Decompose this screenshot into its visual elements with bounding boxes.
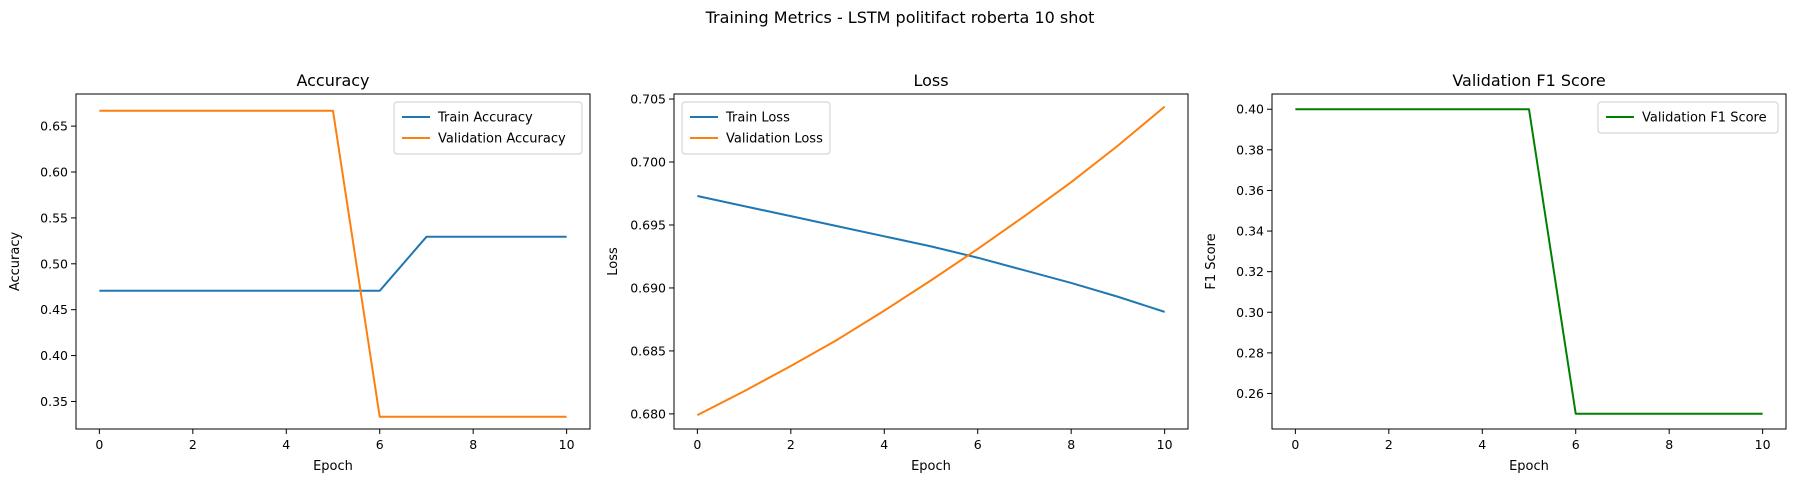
subplot-1: Accuracy 0 2 4 6 8 10 0.35 0.40 0.45 0.50 0.55 0.60 0… (8, 71, 591, 474)
y-axis-label: F1 Score (1204, 233, 1219, 289)
x-tick-label: 8 (1067, 437, 1075, 452)
axes-frame (75, 93, 591, 430)
legend-entry: Validation Accuracy (438, 132, 566, 147)
y-tick-label: 0.65 (40, 119, 68, 134)
series-line-2 (99, 109, 567, 418)
x-tick-label: 8 (1665, 437, 1673, 452)
subplot-title: Loss (913, 71, 948, 90)
legend-box (393, 101, 583, 155)
x-tick-label: 6 (974, 437, 982, 452)
legend: Train Loss Validation Loss (681, 101, 831, 155)
legend-box (681, 101, 831, 155)
x-tick-label: 8 (469, 437, 477, 452)
x-tick-label: 0 (693, 437, 701, 452)
x-tick-label: 4 (880, 437, 888, 452)
y-axis-label: Accuracy (8, 232, 23, 292)
y-tick-label: 0.28 (1236, 345, 1264, 360)
x-axis-label: Epoch (911, 459, 951, 474)
x-tick-label: 10 (1755, 437, 1771, 452)
x-tick-label: 6 (1572, 437, 1580, 452)
y-tick-label: 0.60 (40, 165, 68, 180)
y-tick-label: 0.55 (40, 210, 68, 225)
y-tick-label: 0.36 (1236, 183, 1264, 198)
subplot-2: Loss 0 2 4 6 8 10 0.680 0.685 0.690 0.695 0.700 0.70… (606, 71, 1189, 474)
y-tick-label: 0.700 (630, 155, 666, 170)
y-tick-label: 0.690 (630, 280, 666, 295)
x-axis-label: Epoch (313, 459, 353, 474)
x-tick-label: 10 (1157, 437, 1173, 452)
subplots: Accuracy 0 2 4 6 8 10 0.35 0.40 0.45 0.50 0.55 0.60 0… (8, 71, 1787, 474)
legend-entry: Validation F1 Score (1642, 111, 1767, 126)
y-tick-label: 0.680 (630, 406, 666, 421)
legend: Train Accuracy Validation Accuracy (393, 101, 583, 155)
x-tick-label: 6 (376, 437, 384, 452)
x-tick-label: 10 (559, 437, 575, 452)
legend: Validation F1 Score (1597, 101, 1779, 134)
x-tick-label: 2 (1385, 437, 1393, 452)
x-tick-label: 0 (1291, 437, 1299, 452)
series-line-1 (99, 235, 567, 292)
y-tick-label: 0.45 (40, 302, 68, 317)
y-tick-label: 0.50 (40, 256, 68, 271)
figure-suptitle: Training Metrics - LSTM politifact rober… (705, 8, 1095, 27)
y-tick-label: 0.40 (1236, 102, 1264, 117)
y-tick-label: 0.38 (1236, 142, 1264, 157)
x-tick-label: 4 (1478, 437, 1486, 452)
series-line-1 (697, 195, 1165, 313)
subplot-title: Validation F1 Score (1452, 71, 1605, 90)
y-tick-label: 0.705 (630, 92, 666, 107)
x-tick-label: 0 (95, 437, 103, 452)
y-tick-label: 0.40 (40, 348, 68, 363)
x-tick-label: 2 (787, 437, 795, 452)
y-tick-label: 0.26 (1236, 386, 1264, 401)
legend-entry: Validation Loss (726, 132, 823, 147)
y-tick-label: 0.30 (1236, 305, 1264, 320)
series-line-2 (696, 105, 1166, 417)
y-tick-label: 0.695 (630, 217, 666, 232)
subplot-3: Validation F1 Score 0 2 4 6 8 10 0.26 0.28 0.30 0.… (1204, 71, 1787, 474)
axes-frame (673, 93, 1189, 430)
y-tick-label: 0.34 (1236, 224, 1264, 239)
legend-entry: Train Accuracy (437, 111, 533, 126)
subplot-title: Accuracy (296, 71, 369, 90)
legend-box (1597, 101, 1779, 134)
series-line-1 (1295, 108, 1763, 415)
y-axis-label: Loss (606, 247, 621, 276)
y-tick-label: 0.35 (40, 394, 68, 409)
x-tick-label: 2 (189, 437, 197, 452)
x-axis-label: Epoch (1509, 459, 1549, 474)
y-tick-label: 0.685 (630, 343, 666, 358)
y-tick-label: 0.32 (1236, 264, 1264, 279)
x-tick-label: 4 (282, 437, 290, 452)
legend-entry: Train Loss (725, 111, 790, 126)
axes-frame (1271, 93, 1787, 430)
